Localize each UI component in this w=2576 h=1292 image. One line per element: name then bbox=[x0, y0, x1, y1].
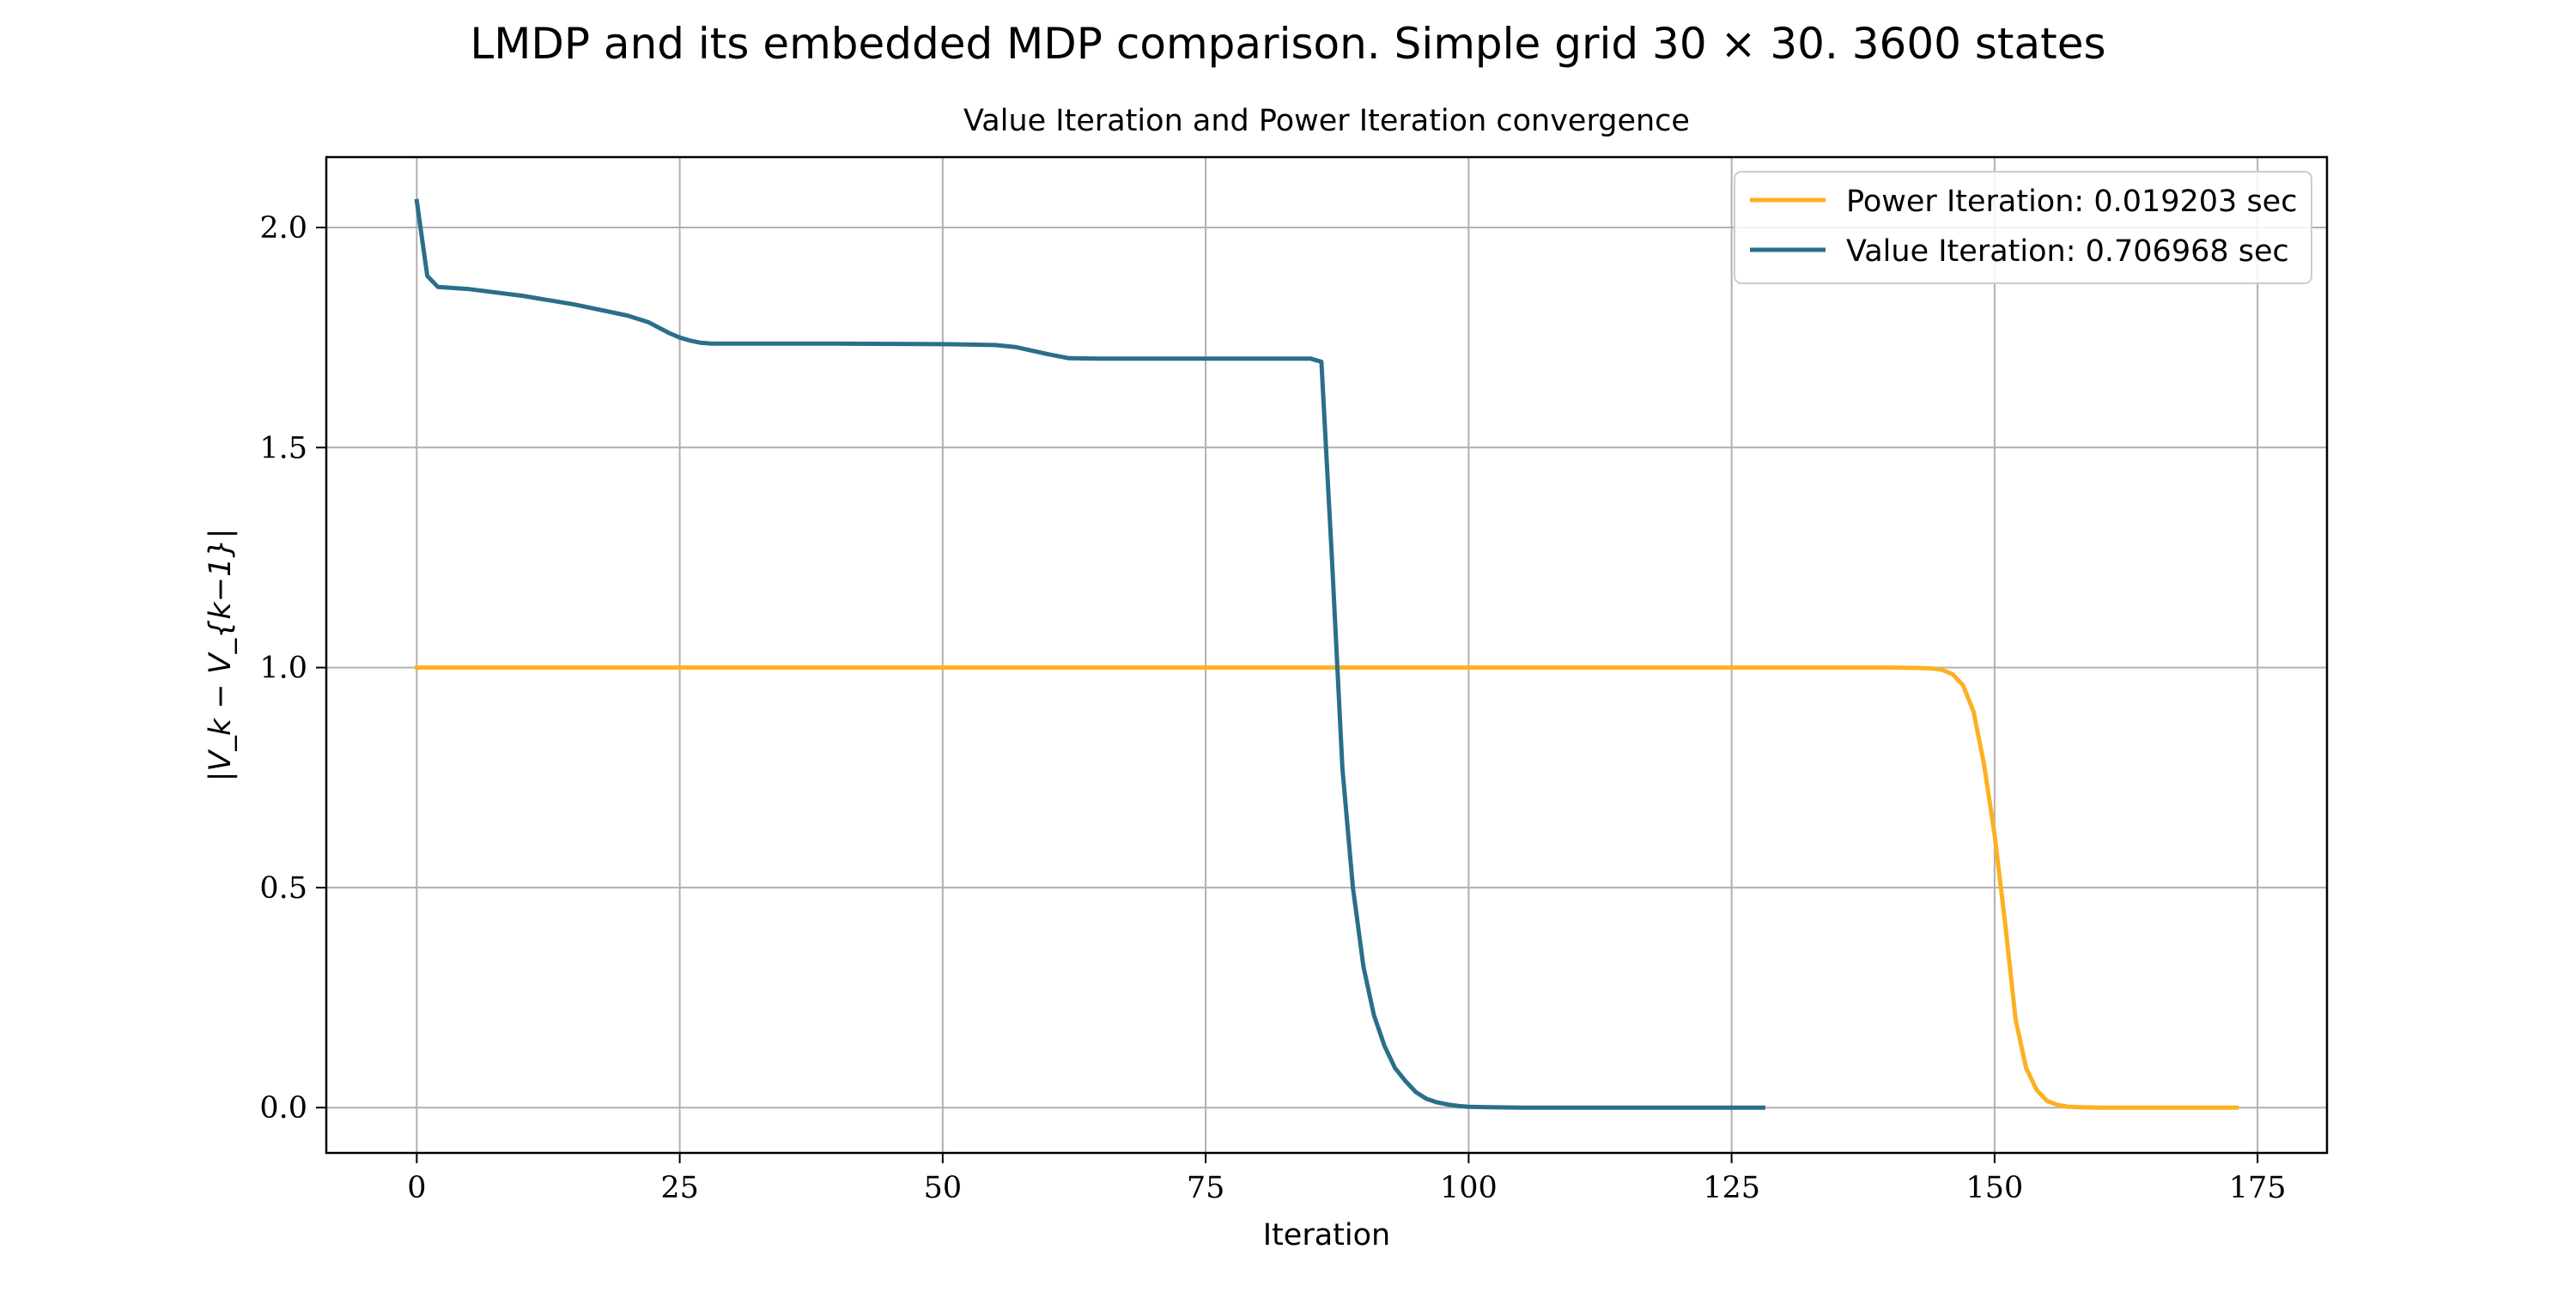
grid-lines bbox=[326, 157, 2327, 1153]
y-tick-label: 2.0 bbox=[259, 211, 307, 246]
plot-area-frame bbox=[325, 155, 2329, 1155]
y-tick-label: 0.5 bbox=[259, 871, 307, 906]
chart-legend: Power Iteration: 0.019203 sec Value Iter… bbox=[1734, 171, 2312, 284]
y-tick-label: 1.5 bbox=[259, 431, 307, 465]
legend-box bbox=[1734, 171, 2312, 284]
chart-title: Value Iteration and Power Iteration conv… bbox=[963, 104, 1690, 138]
series-lines bbox=[414, 198, 2239, 1110]
axis-ticks: 0 25 50 75 100 125 150 175 0.0 0.5 1.0 1.5 2.0 bbox=[259, 211, 2286, 1205]
y-tick-label: 1.0 bbox=[259, 652, 307, 686]
value-iteration-line bbox=[414, 198, 1765, 1110]
x-tick-label: 50 bbox=[924, 1171, 963, 1205]
x-tick-label: 150 bbox=[1965, 1171, 2023, 1205]
y-tick-label: 0.0 bbox=[259, 1091, 307, 1125]
x-tick-label: 125 bbox=[1703, 1171, 1760, 1205]
power-iteration-line bbox=[414, 665, 2239, 1110]
legend-label-value-iteration: Value Iteration: 0.706968 sec bbox=[1846, 234, 2289, 269]
x-tick-label: 25 bbox=[660, 1171, 699, 1205]
x-tick-label: 75 bbox=[1187, 1171, 1225, 1205]
x-tick-label: 100 bbox=[1440, 1171, 1498, 1205]
x-axis-label: Iteration bbox=[1263, 1218, 1390, 1253]
x-tick-label: 175 bbox=[2229, 1171, 2287, 1205]
x-tick-label: 0 bbox=[407, 1171, 426, 1205]
legend-label-power-iteration: Power Iteration: 0.019203 sec bbox=[1846, 185, 2297, 219]
y-axis-label: |V_k − V_{k−1}| bbox=[204, 529, 238, 782]
figure-suptitle: LMDP and its embedded MDP comparison. Si… bbox=[470, 19, 2105, 69]
